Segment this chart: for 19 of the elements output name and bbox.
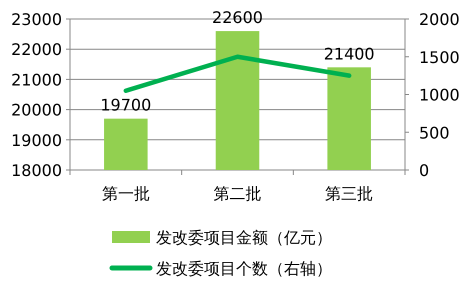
data-label: 19700 <box>100 96 152 115</box>
y2-tick-label: 2000 <box>419 10 460 29</box>
y2-tick-label: 500 <box>419 123 450 142</box>
x-tick-label: 第三批 <box>325 184 374 203</box>
y-tick-label: 20000 <box>11 100 62 120</box>
y2-tick-label: 1000 <box>419 86 460 104</box>
data-label: 21400 <box>324 44 375 64</box>
y-tick-label: 22000 <box>11 40 62 60</box>
y-tick-label: 18000 <box>11 161 62 180</box>
y2-tick-label: 1500 <box>419 48 460 67</box>
legend-label: 发改委项目金额（亿元） <box>156 228 332 247</box>
y2-tick-label: 0 <box>419 161 430 180</box>
x-tick-label: 第一批 <box>102 184 150 203</box>
data-label: 22600 <box>212 8 263 28</box>
y-tick-label: 23000 <box>11 10 62 29</box>
legend-label: 发改委项目个数（右轴） <box>156 259 332 278</box>
x-tick-label: 第二批 <box>214 184 262 203</box>
y-tick-label: 19000 <box>11 130 62 150</box>
y-tick-label: 21000 <box>11 70 62 90</box>
